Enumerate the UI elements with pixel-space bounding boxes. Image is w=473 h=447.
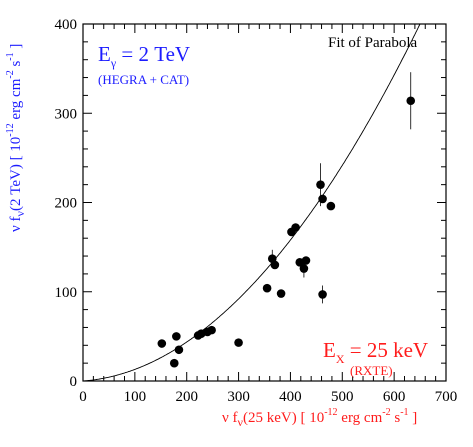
x-tick-label: 200 xyxy=(175,389,198,405)
y-tick-label: 400 xyxy=(55,17,78,33)
data-point xyxy=(207,325,216,335)
fit-label: Fit of Parabola xyxy=(328,35,417,51)
data-point xyxy=(169,358,179,368)
x-tick-label: 500 xyxy=(331,389,354,405)
x-tick-label: 400 xyxy=(279,389,302,405)
gamma-energy-label: Eγ = 2 TeV xyxy=(98,42,190,70)
data-point xyxy=(301,256,311,265)
x-tick-label: 700 xyxy=(435,389,458,405)
data-point xyxy=(172,332,181,341)
xray-source-label: (RXTE) xyxy=(350,363,393,378)
gamma-source-label: (HEGRA + CAT) xyxy=(98,72,189,87)
data-points xyxy=(157,72,416,368)
data-point xyxy=(406,96,416,106)
x-axis-label: ν fν(25 keV) [ 10-12 erg cm-2 s-1 ] xyxy=(222,407,417,429)
y-tick-label: 300 xyxy=(55,106,78,122)
parabola-fit-curve xyxy=(82,23,421,382)
y-tick-label: 0 xyxy=(70,374,78,390)
data-point xyxy=(316,180,325,189)
y-tick-label: 100 xyxy=(55,285,78,301)
xray-energy-label: EX = 25 keV xyxy=(323,338,428,366)
x-tick-label: 600 xyxy=(383,389,406,405)
data-point xyxy=(270,260,280,270)
y-tick-label: 200 xyxy=(55,196,78,212)
x-tick-label: 100 xyxy=(124,389,147,405)
data-point xyxy=(276,289,286,298)
data-point xyxy=(326,201,336,211)
data-point xyxy=(291,223,300,232)
data-point xyxy=(318,194,327,204)
x-tick-label: 0 xyxy=(79,389,87,405)
data-point xyxy=(157,339,167,348)
data-point xyxy=(234,338,243,347)
y-axis-ticks: 0 100 200 300 400 xyxy=(55,17,446,390)
x-tick-label: 300 xyxy=(227,389,250,405)
data-point xyxy=(262,283,272,293)
x-axis-ticks: 0 100 200 300 400 500 600 700 xyxy=(79,24,457,405)
data-point xyxy=(299,264,309,273)
y-axis-label: ν fν(2 TeV) [ 10-12 erg cm-2 s-1 ] xyxy=(5,44,27,232)
data-point xyxy=(318,290,327,299)
data-point xyxy=(174,345,184,355)
